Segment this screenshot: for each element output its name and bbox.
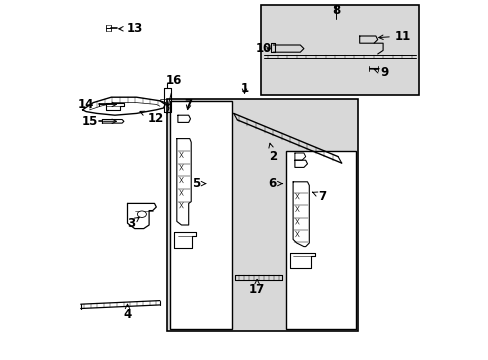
Text: 7: 7 [184,98,192,111]
Text: 6: 6 [268,177,282,190]
Text: 4: 4 [123,304,131,321]
Text: 3: 3 [127,217,139,230]
Bar [167,99,357,331]
Text: 12: 12 [140,111,164,125]
Text: 2: 2 [268,143,277,163]
Bar [260,5,418,95]
Text: 10: 10 [256,42,272,55]
Text: 14: 14 [78,98,116,111]
Text: 17: 17 [248,279,264,296]
Text: 9: 9 [373,66,387,79]
Bar [169,101,231,329]
Text: 8: 8 [331,4,340,17]
Text: 11: 11 [378,30,410,42]
Text: 13: 13 [119,22,142,35]
Text: 7: 7 [312,190,325,203]
Text: 5: 5 [191,177,205,190]
Text: 1: 1 [240,82,248,95]
Bar [285,151,355,329]
Text: 16: 16 [166,75,182,106]
Text: 15: 15 [81,115,116,128]
Ellipse shape [137,211,146,217]
